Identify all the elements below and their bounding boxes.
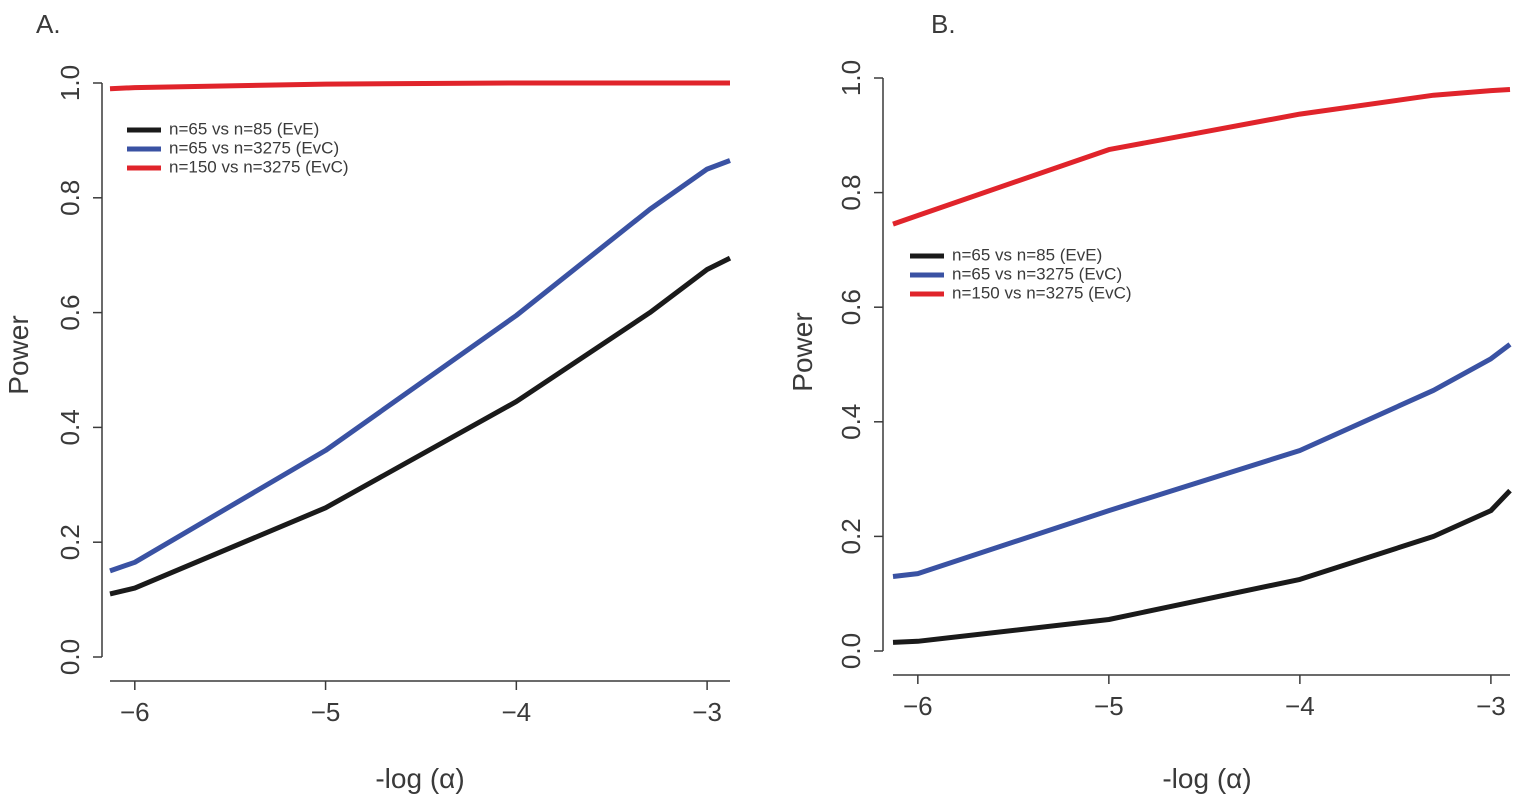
y-axis: 0.0 0.2 0.4 0.6 0.8 1.0 <box>55 65 103 675</box>
legend-label-0: n=65 vs n=85 (EvE) <box>952 245 1102 264</box>
y-axis: 0.0 0.2 0.4 0.6 0.8 1.0 <box>836 60 884 669</box>
series-line-2 <box>892 87 1511 227</box>
y-tick-label: 1.0 <box>55 65 85 101</box>
legend: n=65 vs n=85 (EvE)n=65 vs n=3275 (EvC)n=… <box>910 245 1132 302</box>
legend-label-1: n=65 vs n=3275 (EvC) <box>952 264 1122 283</box>
x-tick-label: −4 <box>502 697 532 727</box>
x-tick-label: −6 <box>120 697 150 727</box>
x-axis: −6 −5 −4 −3 <box>893 674 1510 721</box>
y-axis-title: Power <box>3 315 34 394</box>
x-tick-label: −3 <box>1476 691 1506 721</box>
series-line-0 <box>892 488 1512 645</box>
legend: n=65 vs n=85 (EvE)n=65 vs n=3275 (EvC)n=… <box>127 119 349 176</box>
y-tick-label: 0.4 <box>55 409 85 445</box>
series-lines <box>109 80 732 597</box>
y-tick-label: 1.0 <box>836 60 866 96</box>
legend-label-0: n=65 vs n=85 (EvE) <box>169 119 319 138</box>
y-tick-label: 0.0 <box>836 633 866 669</box>
y-tick-label: 0.4 <box>836 404 866 440</box>
x-axis-title: -log (α) <box>1162 763 1251 794</box>
y-axis-title: Power <box>787 312 818 391</box>
panel-a: A. −6 −5 −4 −3 0.0 0.2 0.4 0.6 0.8 1.0 -log (α) Powe… <box>3 9 732 794</box>
panel-label: A. <box>36 9 61 39</box>
panel-label: B. <box>931 9 956 39</box>
y-tick-label: 0.8 <box>836 175 866 211</box>
panel-b: B. −6 −5 −4 −3 0.0 0.2 0.4 0.6 0.8 1.0 -log (α) Powe… <box>787 9 1512 794</box>
legend-label-2: n=150 vs n=3275 (EvC) <box>952 283 1132 302</box>
series-line-0 <box>109 255 732 597</box>
y-tick-label: 0.2 <box>55 524 85 560</box>
series-line-1 <box>892 342 1512 579</box>
x-axis: −6 −5 −4 −3 <box>110 680 730 727</box>
x-tick-label: −4 <box>1285 691 1315 721</box>
y-tick-label: 0.8 <box>55 180 85 216</box>
y-tick-label: 0.6 <box>836 289 866 325</box>
x-axis-title: -log (α) <box>375 763 464 794</box>
y-tick-label: 0.6 <box>55 295 85 331</box>
x-tick-label: −5 <box>311 697 341 727</box>
series-line-1 <box>109 158 731 574</box>
legend-label-1: n=65 vs n=3275 (EvC) <box>169 138 339 157</box>
series-lines <box>892 87 1512 645</box>
series-line-2 <box>109 80 730 92</box>
y-tick-label: 0.0 <box>55 639 85 675</box>
legend-label-2: n=150 vs n=3275 (EvC) <box>169 157 349 176</box>
x-tick-label: −6 <box>903 691 933 721</box>
x-tick-label: −5 <box>1094 691 1124 721</box>
x-tick-label: −3 <box>692 697 722 727</box>
y-tick-label: 0.2 <box>836 518 866 554</box>
